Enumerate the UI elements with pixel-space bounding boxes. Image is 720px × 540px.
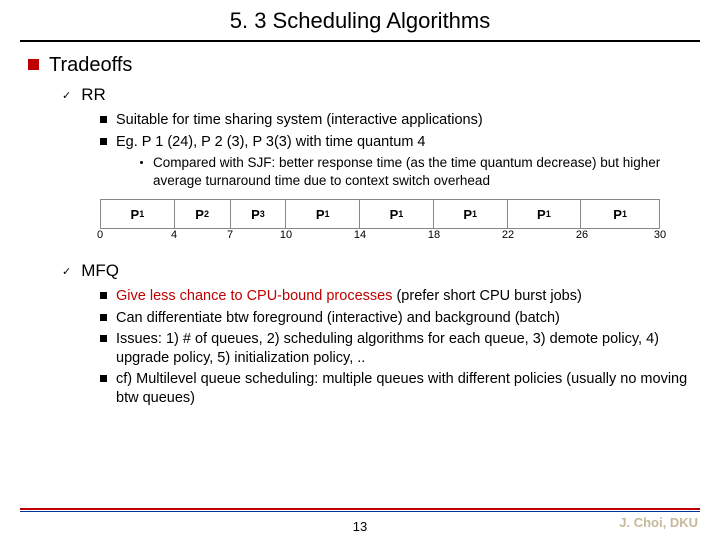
- rr-label: RR: [81, 85, 106, 105]
- slide-title: 5. 3 Scheduling Algorithms: [0, 0, 720, 40]
- mfq-bullet-3: Issues: 1) # of queues, 2) scheduling al…: [100, 330, 692, 367]
- title-divider: [20, 40, 700, 42]
- gantt-tick: 4: [171, 229, 177, 241]
- gantt-cell: P2: [175, 200, 231, 228]
- gantt-cell: P1: [286, 200, 360, 228]
- mfq-bullet-2: Can differentiate btw foreground (intera…: [100, 309, 692, 328]
- heading-tradeoffs: Tradeoffs: [28, 54, 692, 77]
- square-bullet-icon: [100, 138, 107, 145]
- gantt-ticks: 047101418222630: [100, 229, 660, 247]
- mfq-bullet-1-red: Give less chance to CPU-bound processes: [116, 288, 392, 304]
- mfq-bullet-3-text: Issues: 1) # of queues, 2) scheduling al…: [116, 330, 692, 367]
- gantt-tick: 0: [97, 229, 103, 241]
- mfq-bullet-4-text: cf) Multilevel queue scheduling: multipl…: [116, 370, 692, 407]
- gantt-boxes: P1P2P3P1P1P1P1P1: [100, 199, 660, 229]
- gantt-tick: 10: [280, 229, 292, 241]
- square-bullet-icon: [100, 116, 107, 123]
- check-icon: ✓: [62, 89, 71, 102]
- gantt-cell: P1: [360, 200, 434, 228]
- rr-sub-1-text: Compared with SJF: better response time …: [153, 154, 692, 189]
- dot-bullet-icon: [140, 161, 143, 164]
- square-bullet-icon: [100, 375, 107, 382]
- heading-text: Tradeoffs: [49, 54, 132, 77]
- square-bullet-icon: [100, 292, 107, 299]
- mfq-bullet-1-text: Give less chance to CPU-bound processes …: [116, 287, 582, 306]
- author-label: J. Choi, DKU: [619, 515, 698, 530]
- check-icon: ✓: [62, 265, 71, 278]
- page-number: 13: [353, 519, 367, 534]
- section-rr: ✓ RR: [62, 85, 692, 105]
- gantt-tick: 26: [576, 229, 588, 241]
- mfq-bullet-2-text: Can differentiate btw foreground (intera…: [116, 309, 560, 328]
- gantt-tick: 18: [428, 229, 440, 241]
- gantt-cell: P1: [508, 200, 582, 228]
- gantt-cell: P1: [434, 200, 508, 228]
- gantt-cell: P1: [101, 200, 175, 228]
- section-mfq: ✓ MFQ: [62, 261, 692, 281]
- gantt-tick: 30: [654, 229, 666, 241]
- gantt-diagram: P1P2P3P1P1P1P1P1 047101418222630: [100, 199, 692, 247]
- gantt-cell: P1: [581, 200, 659, 228]
- mfq-label: MFQ: [81, 261, 119, 281]
- square-bullet-icon: [100, 314, 107, 321]
- mfq-bullet-1: Give less chance to CPU-bound processes …: [100, 287, 692, 306]
- gantt-tick: 14: [354, 229, 366, 241]
- gantt-tick: 22: [502, 229, 514, 241]
- footer-divider: [20, 508, 700, 512]
- gantt-cell: P3: [231, 200, 287, 228]
- rr-bullet-1: Suitable for time sharing system (intera…: [100, 111, 692, 130]
- rr-sub-1: Compared with SJF: better response time …: [140, 154, 692, 189]
- mfq-bullet-1-rest: (prefer short CPU burst jobs): [392, 288, 581, 304]
- rr-bullet-2-text: Eg. P 1 (24), P 2 (3), P 3(3) with time …: [116, 133, 425, 152]
- content-area: Tradeoffs ✓ RR Suitable for time sharing…: [0, 54, 720, 407]
- square-bullet-icon: [100, 335, 107, 342]
- mfq-bullet-4: cf) Multilevel queue scheduling: multipl…: [100, 370, 692, 407]
- rr-bullet-1-text: Suitable for time sharing system (intera…: [116, 111, 483, 130]
- rr-bullet-2: Eg. P 1 (24), P 2 (3), P 3(3) with time …: [100, 133, 692, 152]
- gantt-tick: 7: [227, 229, 233, 241]
- red-square-bullet: [28, 59, 39, 70]
